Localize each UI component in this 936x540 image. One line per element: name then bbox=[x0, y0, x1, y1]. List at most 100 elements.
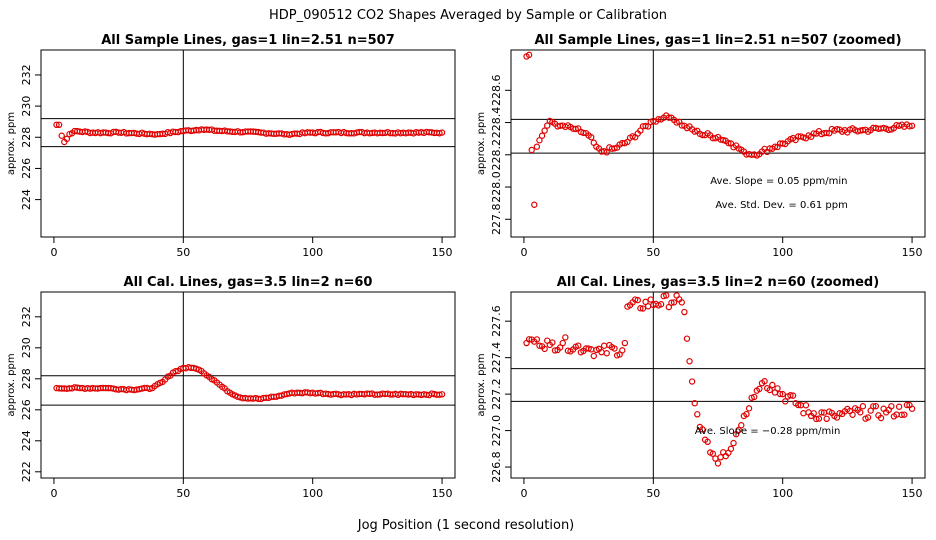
y-tick-label: 228 bbox=[20, 127, 33, 148]
x-tick-label: 150 bbox=[432, 487, 453, 500]
data-point bbox=[823, 415, 830, 423]
data-point bbox=[533, 336, 541, 343]
data-point bbox=[436, 130, 443, 137]
data-point bbox=[572, 125, 579, 133]
x-axis-title: Jog Position (1 second resolution) bbox=[357, 518, 575, 533]
data-point bbox=[766, 386, 773, 394]
data-point bbox=[857, 409, 864, 416]
data-point bbox=[779, 390, 786, 398]
main-title: HDP_090512 CO2 Shapes Averaged by Sample… bbox=[269, 8, 667, 23]
data-point bbox=[531, 201, 538, 208]
plot-frame bbox=[40, 291, 456, 479]
data-point bbox=[681, 308, 688, 316]
data-point bbox=[906, 123, 913, 130]
y-tick-label: 226.8 bbox=[490, 451, 503, 483]
data-point bbox=[789, 392, 797, 399]
y-tick-label: 228.2 bbox=[490, 139, 503, 171]
y-tick-label: 232 bbox=[20, 64, 33, 85]
data-point bbox=[562, 334, 569, 341]
data-point bbox=[63, 135, 71, 143]
x-tick-label: 50 bbox=[176, 487, 190, 500]
x-tick-label: 100 bbox=[772, 487, 793, 500]
data-point bbox=[619, 347, 626, 354]
data-point bbox=[699, 426, 706, 433]
data-point bbox=[898, 411, 905, 419]
y-axis-label: approx. ppm bbox=[6, 353, 17, 416]
data-point bbox=[810, 410, 817, 417]
panel-title: All Sample Lines, gas=1 lin=2.51 n=507 (… bbox=[534, 33, 901, 48]
data-point bbox=[815, 415, 823, 422]
data-point bbox=[58, 132, 65, 139]
data-point bbox=[745, 405, 753, 412]
data-point bbox=[544, 122, 551, 129]
data-point bbox=[800, 410, 807, 417]
panel-p1: All Sample Lines, gas=1 lin=2.51 n=507 0 5… bbox=[6, 33, 456, 259]
y-axis-label: approx. ppm bbox=[6, 112, 17, 175]
data-point bbox=[730, 439, 737, 447]
y-tick-label: 226 bbox=[20, 399, 33, 420]
data-point bbox=[725, 139, 732, 147]
data-series bbox=[523, 292, 916, 467]
data-point bbox=[864, 414, 872, 421]
y-tick-label: 222 bbox=[20, 461, 33, 482]
panel-p4: All Cal. Lines, gas=3.5 lin=2 n=60 (zoom… bbox=[476, 275, 926, 500]
y-tick-label: 228 bbox=[20, 368, 33, 389]
data-point bbox=[663, 292, 670, 299]
data-point bbox=[528, 146, 535, 154]
data-point bbox=[761, 378, 768, 385]
data-point bbox=[782, 398, 789, 405]
data-point bbox=[735, 426, 742, 434]
data-point bbox=[536, 342, 543, 349]
data-point bbox=[53, 121, 60, 129]
data-point bbox=[688, 378, 696, 385]
plot-frame bbox=[40, 49, 456, 238]
data-point bbox=[810, 130, 817, 137]
x-tick-label: 150 bbox=[902, 487, 923, 500]
data-point bbox=[823, 129, 830, 137]
annotation-text: Ave. Std. Dev. = 0.61 ppm bbox=[715, 200, 847, 211]
data-point bbox=[632, 296, 639, 303]
data-point bbox=[849, 411, 856, 418]
data-point bbox=[525, 336, 533, 343]
data-point bbox=[795, 401, 802, 409]
x-tick-label: 150 bbox=[902, 246, 923, 259]
data-series bbox=[53, 121, 446, 146]
data-point bbox=[642, 122, 649, 130]
data-point bbox=[769, 381, 776, 389]
data-point bbox=[813, 415, 820, 423]
data-point bbox=[647, 296, 654, 303]
x-tick-label: 100 bbox=[772, 246, 793, 259]
data-point bbox=[901, 411, 908, 418]
data-point bbox=[438, 129, 446, 136]
data-point bbox=[903, 401, 911, 409]
data-point bbox=[771, 143, 779, 150]
data-point bbox=[146, 385, 153, 393]
y-tick-label: 227.8 bbox=[490, 204, 503, 236]
data-point bbox=[575, 342, 582, 349]
panel-p2: All Sample Lines, gas=1 lin=2.51 n=507 (… bbox=[476, 33, 926, 259]
data-point bbox=[559, 339, 566, 347]
data-point bbox=[670, 299, 678, 306]
x-tick-label: 0 bbox=[520, 487, 527, 500]
y-axis-label: approx. ppm bbox=[476, 112, 487, 175]
data-point bbox=[665, 114, 673, 121]
data-point bbox=[870, 403, 877, 410]
data-point bbox=[743, 410, 750, 418]
data-point bbox=[611, 345, 618, 352]
data-series bbox=[523, 51, 916, 208]
y-tick-label: 227.2 bbox=[490, 378, 503, 410]
y-axis-label: approx. ppm bbox=[476, 353, 487, 416]
x-tick-label: 50 bbox=[176, 246, 190, 259]
data-point bbox=[551, 347, 559, 354]
data-point bbox=[536, 137, 543, 144]
data-point bbox=[738, 422, 745, 429]
y-tick-label: 227.6 bbox=[490, 305, 503, 337]
plot-frame bbox=[510, 291, 926, 479]
data-point bbox=[639, 305, 647, 312]
data-point bbox=[802, 402, 810, 409]
annotation-text: Ave. Slope = −0.28 ppm/min bbox=[695, 426, 841, 437]
x-tick-label: 100 bbox=[302, 246, 323, 259]
data-point bbox=[877, 414, 885, 422]
y-tick-label: 228.6 bbox=[490, 75, 503, 107]
